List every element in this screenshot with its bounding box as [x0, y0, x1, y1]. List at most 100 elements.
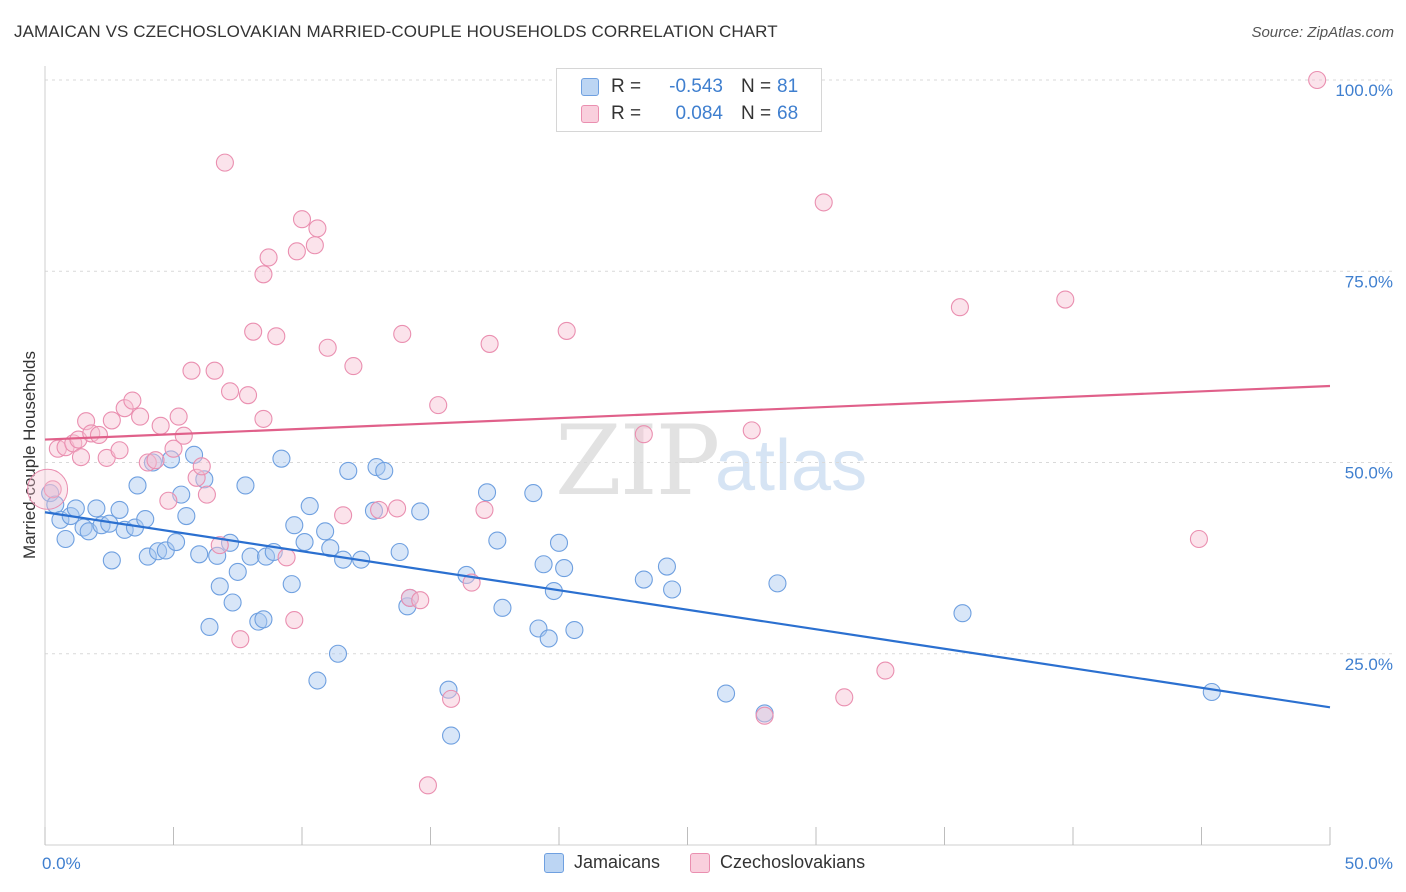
data-point — [442, 726, 461, 745]
data-point — [292, 210, 312, 229]
data-point — [657, 557, 676, 576]
data-point — [480, 334, 499, 353]
data-point — [215, 153, 234, 172]
data-point — [1202, 682, 1221, 702]
legend-label-czechoslovakians: Czechoslovakians — [720, 852, 866, 872]
data-point — [488, 531, 507, 550]
data-point — [282, 575, 301, 594]
data-point — [220, 382, 240, 401]
data-point — [115, 399, 134, 418]
data-point — [390, 542, 409, 562]
data-point — [634, 425, 653, 444]
data-point — [308, 219, 327, 238]
data-point — [71, 448, 91, 467]
data-point — [66, 499, 85, 518]
data-point — [190, 545, 209, 564]
y-tick-label: 100.0% — [1335, 81, 1393, 100]
data-point — [177, 506, 196, 526]
data-point — [375, 461, 394, 480]
data-point — [228, 562, 247, 581]
data-point — [236, 476, 255, 495]
r-value: -0.543 — [669, 76, 723, 97]
x-tick-label: 0.0% — [42, 854, 81, 873]
data-point — [143, 453, 162, 472]
data-point — [110, 441, 129, 460]
data-point — [285, 516, 304, 535]
series-legend: Jamaicans Czechoslovakians — [544, 852, 895, 873]
data-point — [411, 591, 430, 610]
data-point — [43, 480, 62, 499]
legend-swatch-pink — [581, 105, 599, 123]
data-point — [210, 577, 229, 596]
legend-swatch-blue — [544, 852, 564, 873]
data-point — [1056, 290, 1075, 309]
data-point — [316, 522, 335, 541]
data-point — [254, 610, 273, 629]
data-point — [305, 236, 324, 255]
data-point — [534, 555, 553, 574]
gridlines — [45, 79, 1392, 655]
data-point — [539, 629, 558, 648]
data-point — [328, 644, 348, 663]
chart-title: JAMAICAN VS CZECHOSLOVAKIAN MARRIED-COUP… — [14, 22, 778, 41]
data-point — [321, 539, 340, 558]
data-point — [295, 533, 314, 552]
data-point — [182, 361, 201, 380]
n-label: N = — [741, 76, 772, 97]
trend-line-pink — [44, 384, 1331, 441]
data-point — [210, 536, 229, 555]
data-point — [128, 476, 147, 495]
data-point — [557, 321, 576, 340]
axes — [44, 66, 1331, 846]
data-point — [56, 529, 75, 549]
data-point — [174, 426, 193, 445]
data-point — [238, 386, 258, 405]
data-point — [364, 501, 384, 520]
legend-item-czechoslovakians: Czechoslovakians — [690, 852, 865, 873]
legend-row-czechoslovakians: R = 0.084 N = 68 — [581, 101, 813, 127]
n-label: N = — [741, 103, 772, 124]
data-point — [477, 483, 497, 502]
r-label: R = — [611, 76, 642, 97]
data-point — [254, 265, 273, 284]
data-point — [102, 411, 121, 430]
tick-labels: 25.0% 50.0% 75.0% 100.0% 0.0% 50.0% — [42, 81, 1393, 873]
data-point — [388, 499, 407, 518]
trend-line-blue — [44, 511, 1331, 709]
data-point — [549, 533, 569, 552]
series-jamaicans — [41, 445, 1221, 745]
legend-swatch-blue — [581, 78, 599, 96]
data-point — [287, 242, 306, 261]
data-point — [87, 499, 106, 518]
data-point — [223, 593, 242, 612]
n-value: 81 — [777, 76, 799, 97]
source-note: Source: ZipAtlas.com — [1251, 24, 1394, 41]
data-point — [169, 407, 188, 426]
data-point — [197, 485, 216, 504]
data-point — [393, 324, 412, 344]
data-point — [259, 248, 278, 267]
data-point — [565, 620, 584, 640]
data-point — [1189, 529, 1208, 549]
data-point — [146, 451, 165, 470]
data-point — [308, 671, 327, 690]
data-point — [187, 468, 206, 487]
correlation-legend: R = -0.543 N = 81 R = 0.084 N = 68 — [556, 68, 822, 132]
data-point — [634, 570, 653, 589]
data-point — [131, 407, 150, 426]
r-value: 0.084 — [675, 103, 723, 124]
watermark-atlas: atlas — [715, 426, 868, 506]
data-point — [149, 542, 168, 561]
data-point — [835, 688, 854, 707]
data-point — [555, 559, 574, 578]
r-label: R = — [611, 103, 642, 124]
data-point — [267, 327, 286, 346]
watermark-zip: ZIP — [555, 405, 720, 517]
data-point — [475, 500, 494, 519]
data-point — [524, 484, 543, 503]
n-value: 68 — [777, 103, 799, 124]
legend-label-jamaicans: Jamaicans — [574, 852, 661, 872]
data-point — [123, 391, 142, 410]
data-point — [272, 449, 291, 468]
